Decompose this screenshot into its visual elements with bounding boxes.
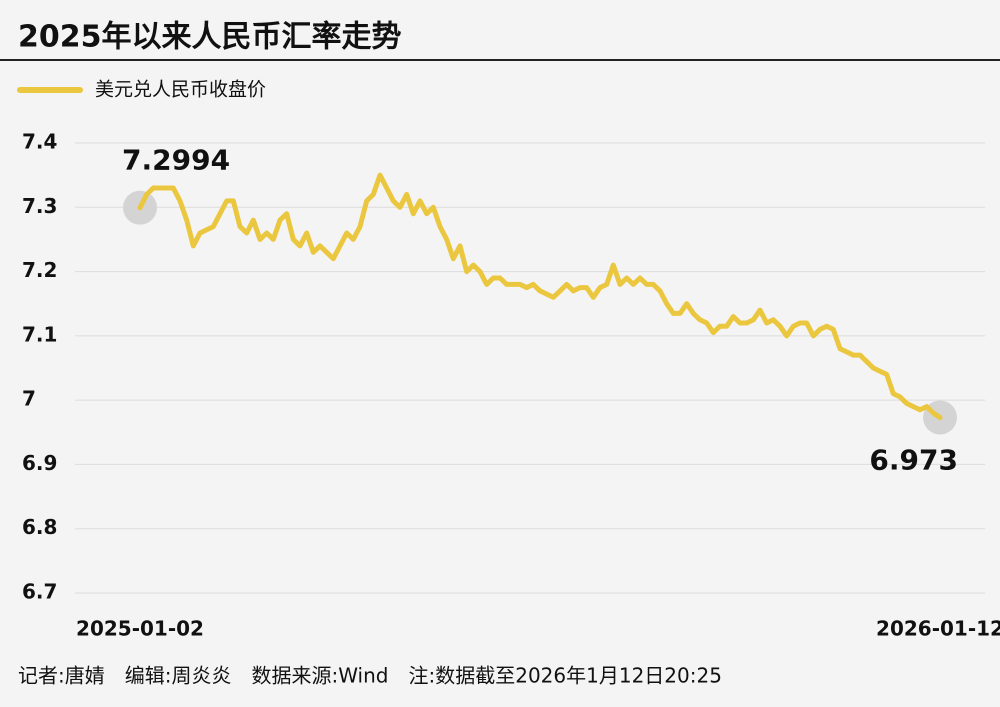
footer: 记者:唐婧 编辑:周炎炎 数据来源:Wind 注:数据截至2026年1月12日2… (18, 664, 722, 688)
y-tick-label: 7.2 (22, 258, 57, 282)
legend-label: 美元兑人民币收盘价 (95, 79, 266, 101)
y-tick-label: 7.1 (22, 322, 57, 346)
x-tick-label: 2025-01-02 (76, 617, 204, 641)
start-value-label: 7.2994 (122, 144, 230, 177)
series-line (137, 172, 943, 420)
y-tick-label: 6.9 (22, 451, 57, 475)
chart-title: 2025年以来人民币汇率走势 (18, 20, 402, 55)
y-tick-label: 6.8 (22, 515, 57, 539)
y-tick-label: 7.4 (22, 130, 57, 154)
y-tick-label: 7.3 (22, 194, 57, 218)
y-tick-label: 7 (22, 387, 36, 411)
end-value-label: 6.973 (869, 444, 958, 477)
y-tick-label: 6.7 (22, 580, 57, 604)
x-tick-label: 2026-01-12 (876, 617, 1000, 641)
